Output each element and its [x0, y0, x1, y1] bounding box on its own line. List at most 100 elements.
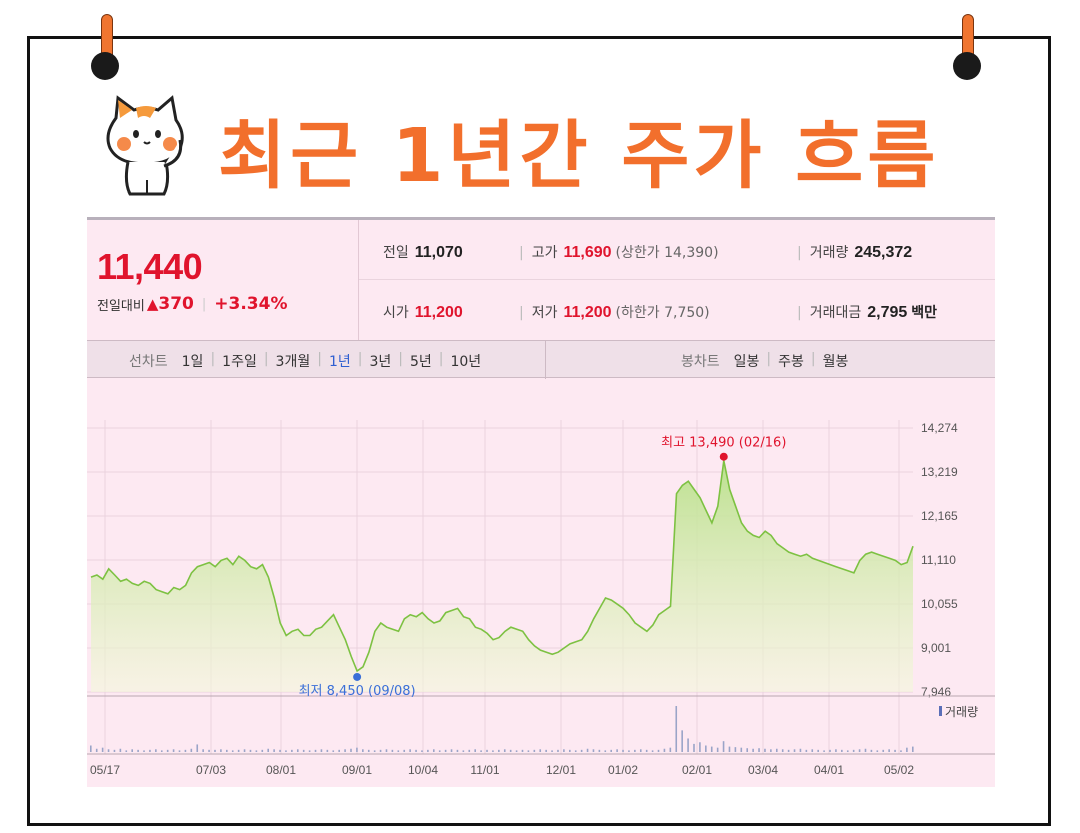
volume-bar [669, 747, 672, 752]
volume-bar [639, 749, 642, 752]
volume-bar [888, 749, 890, 752]
y-tick-label: 10,055 [921, 597, 958, 611]
x-tick-label: 11/01 [470, 763, 499, 777]
volume-bar [858, 749, 861, 752]
volume-bar [864, 748, 867, 752]
volume-bar [438, 750, 441, 752]
volume-bar [184, 749, 187, 752]
volume-bar [350, 748, 352, 752]
tab-period-3[interactable]: 1년 [328, 354, 351, 370]
volume-bar [734, 747, 737, 752]
volume-bar [208, 749, 210, 752]
tab-period-4[interactable]: 3년 [369, 354, 392, 370]
tab-separator: | [317, 351, 322, 367]
tab-period-0[interactable]: 1일 [181, 354, 204, 370]
volume-bar [752, 748, 754, 752]
volume-bar [764, 748, 766, 752]
high-label: 고가 [531, 245, 558, 261]
cat-mascot-icon [106, 95, 184, 196]
volume-bar [344, 749, 346, 752]
volume-bar [190, 748, 193, 752]
divider: | [519, 245, 524, 261]
volume-bar [628, 750, 630, 752]
volume-bar [338, 749, 340, 752]
volume-bar [823, 750, 825, 752]
y-tick-label: 14,274 [921, 421, 958, 435]
volume-bar [160, 750, 163, 752]
volume-bar [314, 749, 317, 752]
line-chart-tabs: 선차트 1일 | 1주일 | 3개월 | 1년 | 3년 | 5년 | 10년 [129, 351, 481, 371]
stat-high: | 고가 11,690 (상한가 14,390) [519, 242, 719, 262]
volume-bar [95, 748, 98, 752]
volume-legend-label: 거래량 [945, 705, 978, 719]
x-tick-label: 02/01 [682, 763, 712, 777]
low-label: 저가 [531, 305, 558, 321]
volume-bar [302, 749, 305, 752]
high-label: 최고 13,490 (02/16) [661, 436, 786, 451]
divider: | [797, 245, 802, 261]
volume-bar [427, 749, 429, 752]
volume-bar [533, 749, 536, 752]
volume-legend-icon [939, 706, 942, 716]
tab-candle-1[interactable]: 주봉 [778, 354, 804, 370]
x-tick-label: 04/01 [814, 763, 844, 777]
tab-candle-0[interactable]: 일봉 [733, 354, 760, 370]
tab-separator: | [210, 351, 216, 367]
volume-bar [166, 749, 169, 752]
line-chart-label: 선차트 [129, 354, 168, 370]
volume-bar [657, 749, 660, 752]
volume-bar [143, 750, 145, 752]
volume-bar [367, 749, 370, 752]
tab-period-1[interactable]: 1주일 [222, 354, 257, 370]
up-triangle-icon: ▲ [146, 295, 159, 313]
volume-bar [90, 745, 92, 752]
volume-bar [480, 750, 482, 752]
volume-bar [196, 744, 199, 752]
tab-period-5[interactable]: 5년 [409, 354, 432, 370]
volume-bar [539, 749, 542, 752]
volume-bar [746, 748, 749, 752]
volume-bar [220, 749, 222, 752]
volume-bar [137, 749, 139, 752]
volume-bar [119, 748, 122, 752]
volume-bar [793, 749, 796, 752]
volume-bar [799, 748, 802, 752]
stats-row-2: 시가 11,200 | 저가 11,200 (하한가 7,750) | 거래대금 2,795… [359, 280, 995, 340]
volume-bar [906, 747, 908, 752]
amount-label: 거래대금 [809, 305, 862, 321]
volume-bar [503, 749, 506, 752]
price-line [90, 460, 914, 673]
volume-bar [829, 749, 831, 752]
change-value: 370 [158, 294, 194, 314]
tab-candle-2[interactable]: 월봉 [822, 354, 849, 370]
volume-bar [178, 750, 181, 752]
volume-label: 거래량 [809, 245, 849, 261]
tab-separator: | [766, 351, 772, 367]
x-tick-label: 10/04 [408, 763, 438, 777]
tab-separator: | [263, 351, 269, 367]
x-tick-label: 03/04 [748, 763, 778, 777]
volume-bar [202, 749, 204, 752]
volume-bar [326, 749, 329, 752]
volume-bar [308, 750, 311, 752]
volume-bar [787, 749, 790, 752]
price-chart: 14,274 13,219 12,165 11,110 10,055 9,001 7,946… [87, 420, 995, 777]
volume-bar [705, 745, 707, 752]
volume-bar [775, 748, 778, 752]
x-tick-label: 09/01 [342, 763, 372, 777]
high-value: 11,690 [563, 244, 612, 261]
volume-bar [645, 749, 648, 752]
quote-stats: 전일 11,070 | 고가 11,690 (상한가 14,390) | 거래량 245,3… [359, 220, 995, 340]
tab-period-2[interactable]: 3개월 [275, 354, 311, 370]
volume-bar [616, 749, 618, 752]
divider: | [797, 305, 802, 321]
volume-bar [267, 748, 270, 752]
volume-bar [237, 749, 240, 752]
volume-bar [279, 749, 281, 752]
tab-divider [545, 341, 546, 379]
volume-bar [728, 746, 731, 752]
volume-bar [432, 749, 435, 752]
left-pin-hole-icon [91, 52, 119, 80]
tab-period-6[interactable]: 10년 [450, 354, 482, 370]
page-title: 최근 1년간 주가 흐름 [218, 113, 940, 199]
